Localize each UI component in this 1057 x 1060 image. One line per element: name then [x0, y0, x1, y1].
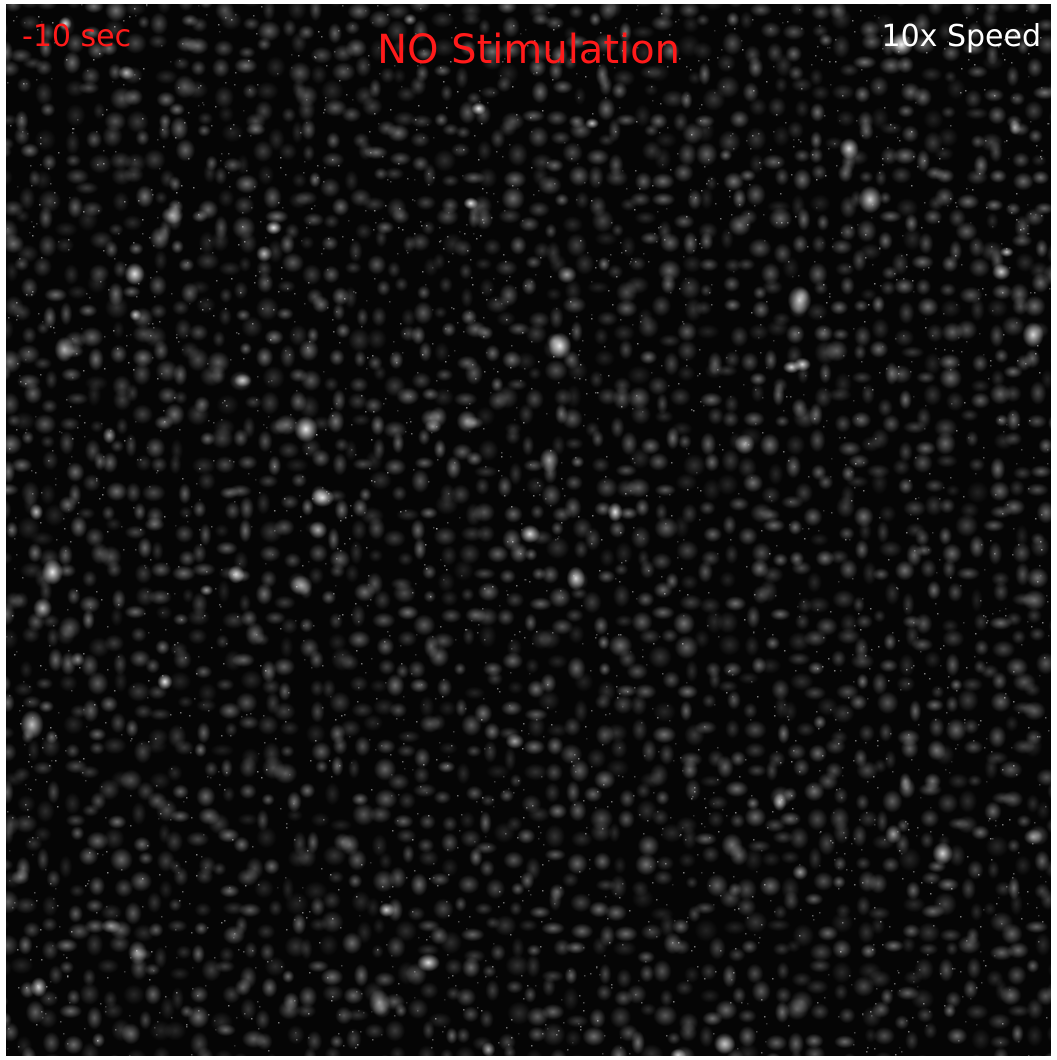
playback-speed-label: 10x Speed — [881, 19, 1041, 54]
cell-nuclei — [6, 4, 1051, 1056]
speckle-noise — [6, 4, 1051, 1056]
cell-field — [6, 4, 1051, 1056]
condition-title: NO Stimulation — [377, 27, 680, 73]
timestamp-label: -10 sec — [22, 19, 132, 54]
bright-cells — [20, 13, 1044, 1056]
fluorescence-micrograph — [6, 4, 1051, 1056]
